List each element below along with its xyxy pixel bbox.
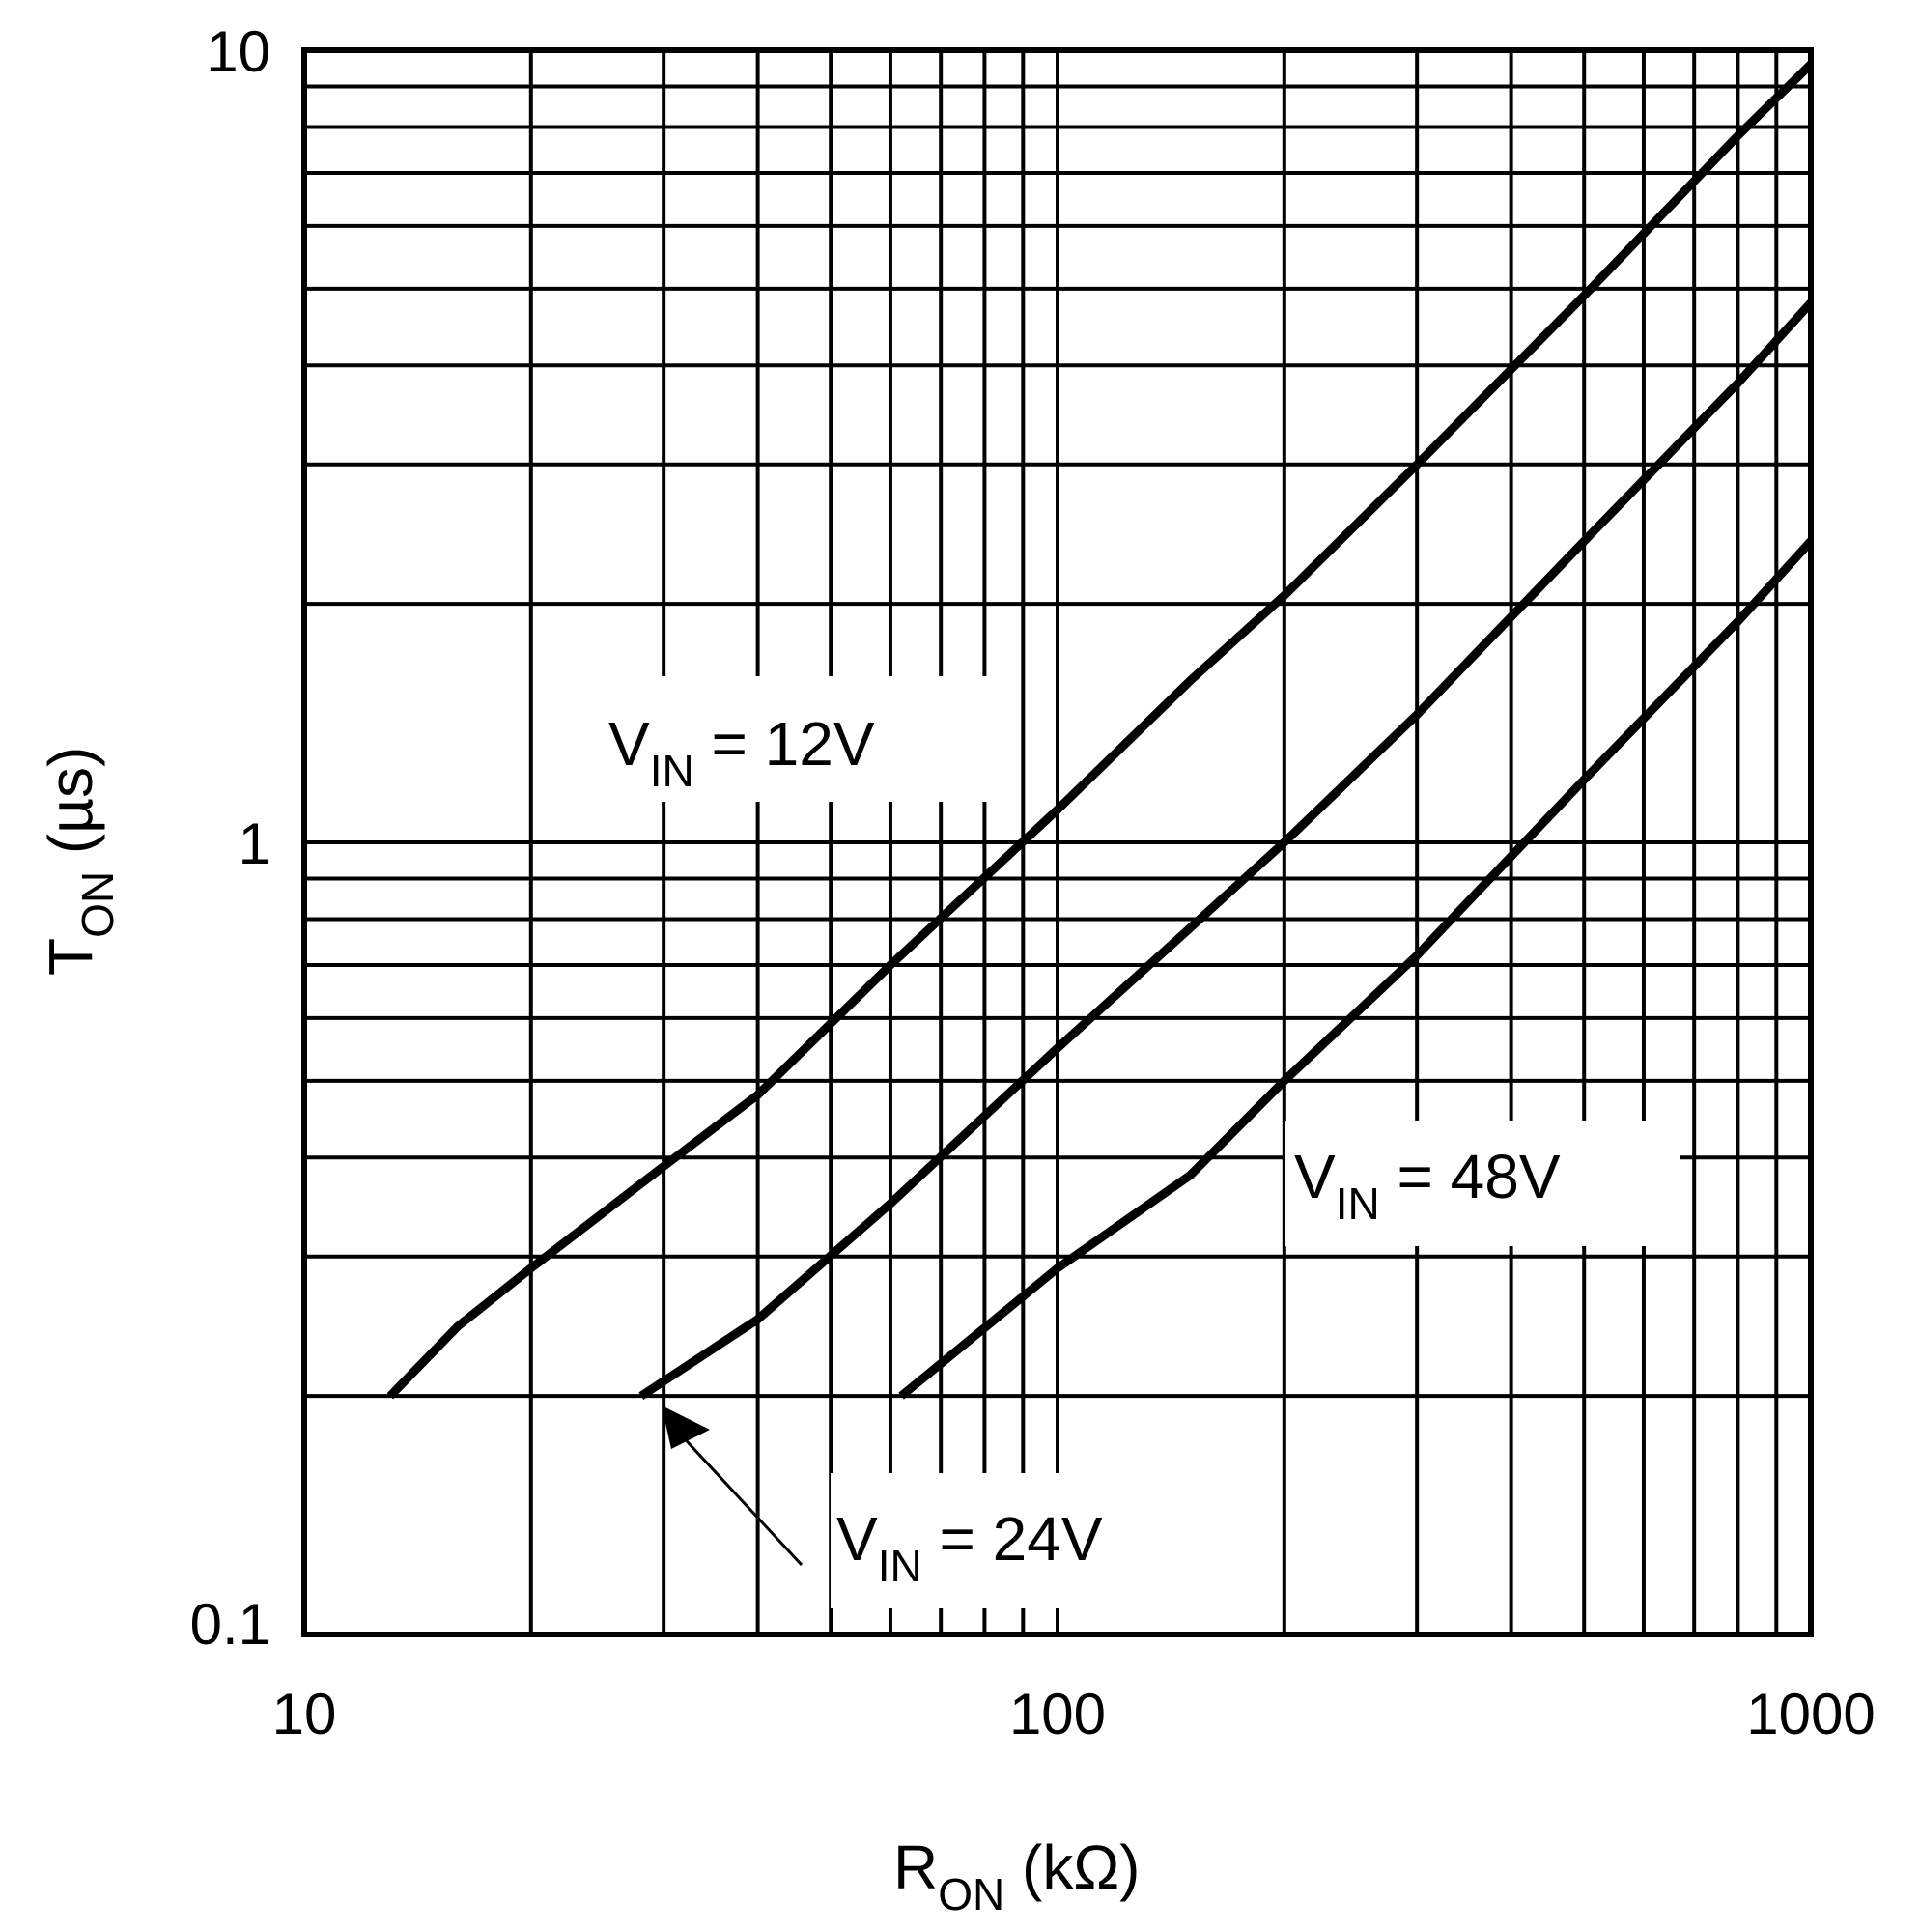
x-axis-title-sub: ON — [938, 1869, 1004, 1919]
annotation-24v-arrow-line — [674, 1428, 804, 1567]
data-series — [386, 61, 1815, 1400]
annotation-48v-sub: IN — [1336, 1179, 1380, 1229]
y-axis-title: TON (µs) — [36, 747, 123, 976]
annotation-vin-12v: VIN = 12V — [608, 709, 875, 796]
y-tick-label: 0.1 — [190, 1592, 270, 1657]
plot-frame — [301, 47, 1814, 1637]
series-line-2 — [638, 299, 1815, 1400]
x-axis-title-suffix: (kΩ) — [1004, 1833, 1140, 1902]
annotation-48v-suffix: = 48V — [1380, 1142, 1561, 1211]
y-axis-title-sub: ON — [72, 871, 123, 938]
annotation-24v-arrowhead — [662, 1406, 710, 1449]
annotation-bg-24v — [831, 1473, 1227, 1608]
annotation-12v-suffix: = 12V — [694, 709, 875, 779]
annotation-vin-24v: VIN = 24V — [836, 1504, 1103, 1591]
annotation-12v-sub: IN — [650, 746, 694, 796]
y-tick-label: 10 — [206, 19, 270, 84]
y-axis-title-suffix: (µs) — [36, 747, 105, 871]
y-axis-title-main: T — [36, 938, 105, 976]
y-tick-label: 1 — [239, 811, 270, 876]
annotation-12v-main: V — [608, 709, 650, 779]
annotation-bg-12v — [599, 676, 1004, 802]
tick-labels: 10 100 1000 0.1 1 10 — [190, 19, 1876, 1747]
series-line-3 — [898, 538, 1815, 1400]
annotation-vin-48v: VIN = 48V — [1294, 1142, 1561, 1229]
x-axis-title: RON (kΩ) — [893, 1833, 1140, 1919]
annotation-24v-main: V — [836, 1504, 878, 1574]
x-tick-label: 100 — [1009, 1682, 1106, 1747]
annotation-bg-48v — [1285, 1121, 1680, 1246]
x-tick-label: 10 — [272, 1682, 337, 1747]
annotation-48v-main: V — [1294, 1142, 1336, 1211]
annotation-24v-suffix: = 24V — [922, 1504, 1103, 1574]
annotation-24v-sub: IN — [878, 1541, 922, 1591]
x-tick-label: 1000 — [1746, 1682, 1875, 1747]
x-axis-title-main: R — [893, 1833, 938, 1902]
series-line-1 — [386, 61, 1815, 1400]
grid — [304, 50, 1811, 1634]
